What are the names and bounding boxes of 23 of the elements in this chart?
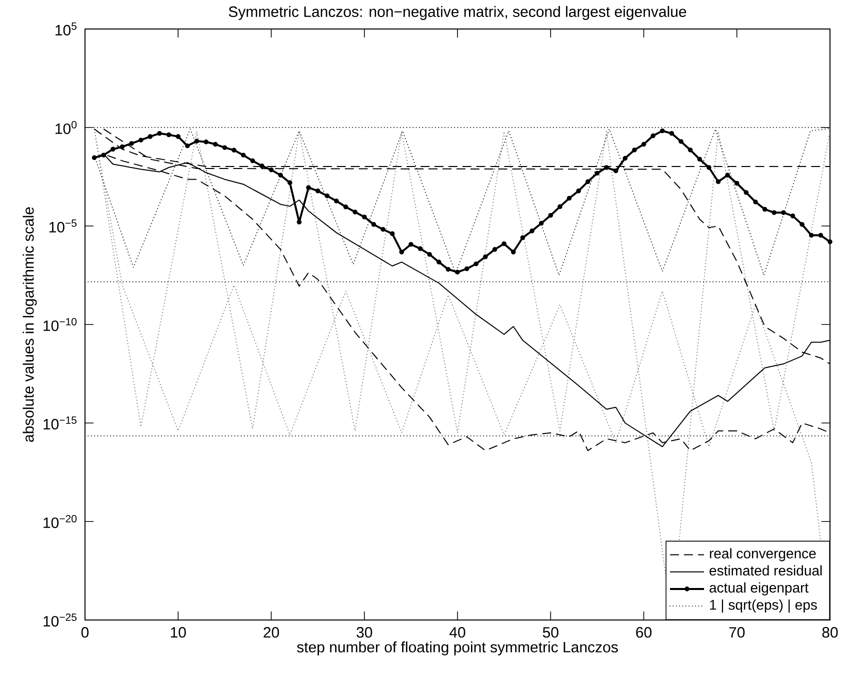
y-tick-label: 10$^{−25}$ xyxy=(44,613,77,627)
chart-title: Symmetric Lanczos: non−negative matrix, second largest eigenvalue xyxy=(228,6,686,20)
legend-label: actual eigenpart xyxy=(710,582,808,596)
y-tick-label: 10$^{−10}$ xyxy=(44,318,77,332)
x-tick-label: 20 xyxy=(264,627,279,638)
x-tick-label: 60 xyxy=(636,627,652,638)
y-tick-label: 10$^{−20}$ xyxy=(44,514,77,528)
legend-label: real convergence xyxy=(710,548,816,562)
x-tick-label: 70 xyxy=(729,627,745,638)
x-tick-label: 30 xyxy=(356,627,372,638)
y-tick-label: 10$^{0}$ xyxy=(56,120,77,134)
x-tick-label: 50 xyxy=(542,627,558,638)
y-tick-label: 10$^{5}$ xyxy=(56,22,77,36)
legend-label: estimated residual xyxy=(710,565,822,576)
x-axis-title: step number of floating point symmetric Lanczos xyxy=(296,641,618,656)
y-tick-label: 10$^{−15}$ xyxy=(44,416,77,430)
y-axis-title: absolute values in logarithmic scale xyxy=(22,207,37,442)
legend-label: 1 | sqrt(eps) | eps xyxy=(710,599,817,613)
x-tick-label: 40 xyxy=(450,627,466,638)
x-tick-label: 10 xyxy=(170,627,186,638)
x-tick-label: 0 xyxy=(81,627,89,638)
x-tick-label: 80 xyxy=(822,627,838,638)
y-tick-label: 10$^{−5}$ xyxy=(49,220,77,233)
